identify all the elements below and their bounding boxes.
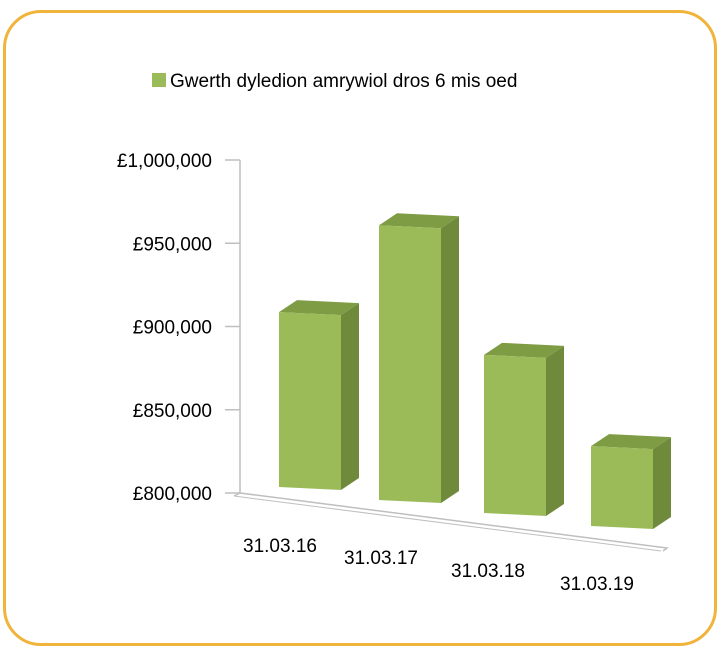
- legend-label: Gwerth dyledion amrywiol dros 6 mis oed: [170, 71, 517, 92]
- bar-side: [441, 216, 459, 503]
- bar-front: [279, 312, 341, 490]
- x-tick-label: 31.03.19: [560, 574, 634, 595]
- x-tick-label: 31.03.18: [451, 561, 525, 582]
- bar-top: [379, 213, 459, 229]
- x-tick-label: 31.03.17: [344, 548, 418, 569]
- bar-front: [484, 354, 546, 516]
- bar-31.03.18: [484, 342, 564, 516]
- y-tick-label: £900,000: [133, 318, 212, 339]
- bar-front: [379, 225, 441, 503]
- chart-frame: [3, 10, 717, 646]
- x-axis-ticks: 31.03.16 31.03.17 31.03.18 31.03.19: [243, 536, 634, 595]
- bar-top: [484, 342, 564, 358]
- y-tick-label: £950,000: [133, 234, 212, 255]
- bar-side: [341, 303, 359, 490]
- y-axis-ticks: £800,000 £850,000 £900,000 £950,000 £1,000,0…: [117, 151, 240, 505]
- bar-31.03.16: [279, 300, 359, 490]
- bar-side: [653, 437, 671, 529]
- floor-front-edge: [233, 495, 662, 552]
- y-tick-label: £1,000,000: [117, 151, 212, 172]
- y-tick-label: £800,000: [133, 484, 212, 505]
- bar-side: [546, 345, 564, 516]
- bar-top: [591, 434, 671, 450]
- x-tick-label: 31.03.16: [243, 536, 317, 557]
- bar-top: [279, 300, 359, 316]
- y-tick-label: £850,000: [133, 401, 212, 422]
- bar-front: [591, 446, 653, 529]
- x-axis-line: [239, 492, 669, 552]
- legend: Gwerth dyledion amrywiol dros 6 mis oed: [152, 71, 517, 92]
- bar-31.03.17: [379, 213, 459, 503]
- legend-swatch: [152, 73, 166, 87]
- bar-31.03.19: [591, 434, 671, 529]
- bars: [279, 213, 671, 529]
